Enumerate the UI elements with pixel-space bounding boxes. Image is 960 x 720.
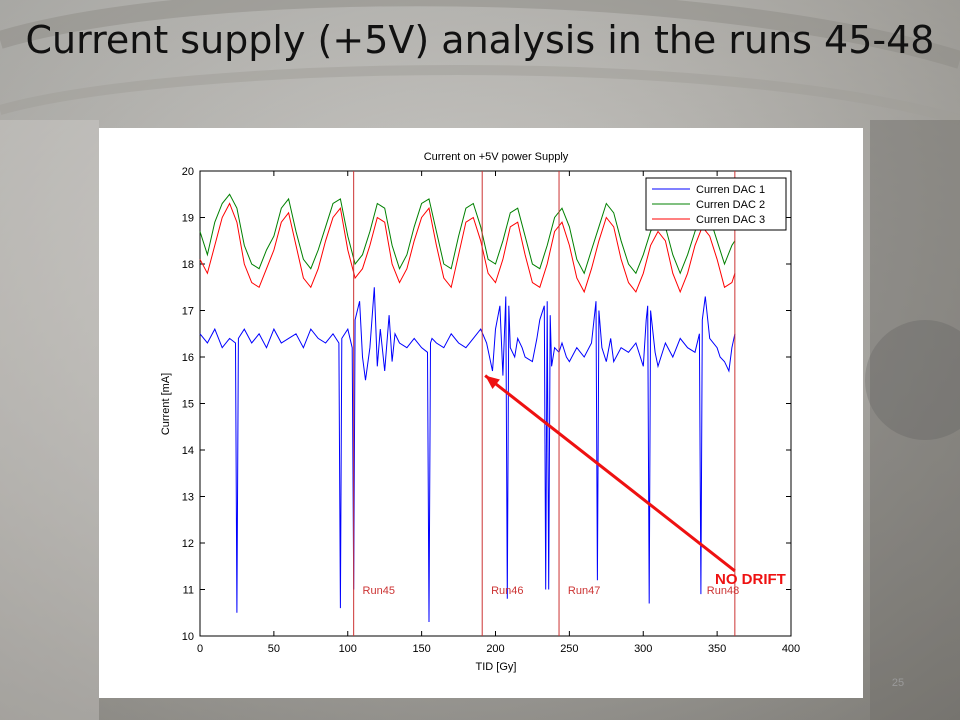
y-tick-label: 17 xyxy=(182,306,194,318)
annotation-arrow xyxy=(484,374,736,573)
y-tick-label: 18 xyxy=(182,259,194,271)
run-label: Run46 xyxy=(491,585,523,597)
y-tick-label: 15 xyxy=(182,399,194,411)
series-line-dac2 xyxy=(199,193,736,275)
x-tick-label: 0 xyxy=(197,643,203,655)
legend-entry: Curren DAC 1 xyxy=(696,184,765,196)
legend-entry: Curren DAC 2 xyxy=(696,199,765,211)
x-tick-label: 200 xyxy=(486,643,504,655)
x-tick-label: 250 xyxy=(560,643,578,655)
x-tick-label: 50 xyxy=(268,643,280,655)
y-tick-label: 19 xyxy=(182,213,194,225)
y-tick-label: 12 xyxy=(182,538,194,550)
plot-area xyxy=(199,170,792,637)
annotation-arrow-head xyxy=(485,375,500,389)
chart-title: Current on +5V power Supply xyxy=(424,151,569,163)
y-tick-label: 10 xyxy=(182,631,194,643)
y-tick-label: 11 xyxy=(183,585,194,597)
run-label: Run45 xyxy=(363,585,395,597)
slide-title: Current supply (+5V) analysis in the run… xyxy=(25,18,935,62)
slide-number: 25 xyxy=(891,677,905,689)
legend-entry: Curren DAC 3 xyxy=(696,214,765,226)
x-tick-label: 150 xyxy=(412,643,430,655)
y-axis-label: Current [mA] xyxy=(160,373,172,435)
annotation-text: NO DRIFT xyxy=(715,571,786,588)
series-line-dac1 xyxy=(199,287,736,623)
y-tick-label: 13 xyxy=(182,492,194,504)
y-tick-label: 20 xyxy=(182,166,194,178)
x-tick-label: 350 xyxy=(708,643,726,655)
run-label: Run48 xyxy=(707,585,739,597)
run-label: Run47 xyxy=(568,585,600,597)
chart-panel: Current on +5V power Supply TID [Gy] Cur… xyxy=(99,128,863,698)
x-tick-label: 100 xyxy=(339,643,357,655)
x-axis-label: TID [Gy] xyxy=(476,661,517,673)
y-tick-label: 14 xyxy=(182,445,194,457)
x-tick-label: 400 xyxy=(782,643,800,655)
y-tick-label: 16 xyxy=(182,352,194,364)
x-tick-label: 300 xyxy=(634,643,652,655)
current-chart: Current on +5V power Supply TID [Gy] Cur… xyxy=(160,151,800,673)
series-line-dac3 xyxy=(199,202,736,294)
